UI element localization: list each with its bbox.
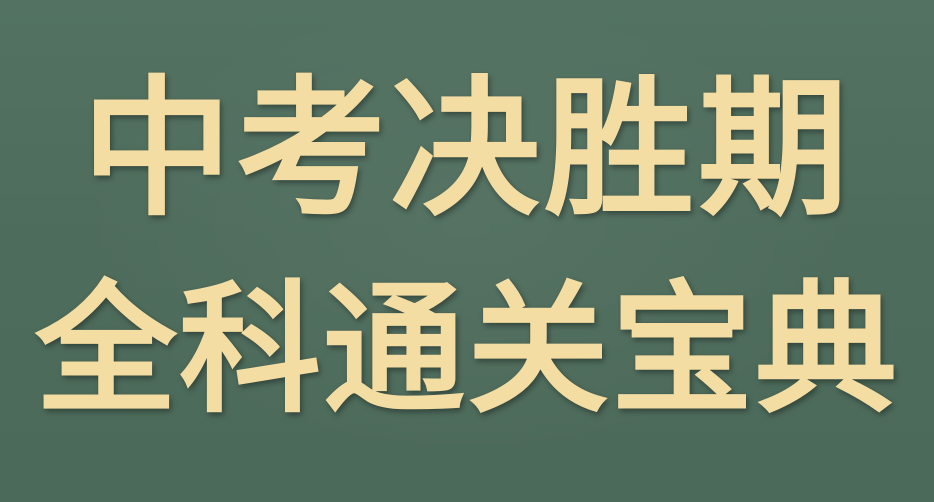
headline-line-1: 中考决胜期 [81, 63, 852, 237]
headline-line-2: 全科通关宝典 [35, 268, 899, 433]
